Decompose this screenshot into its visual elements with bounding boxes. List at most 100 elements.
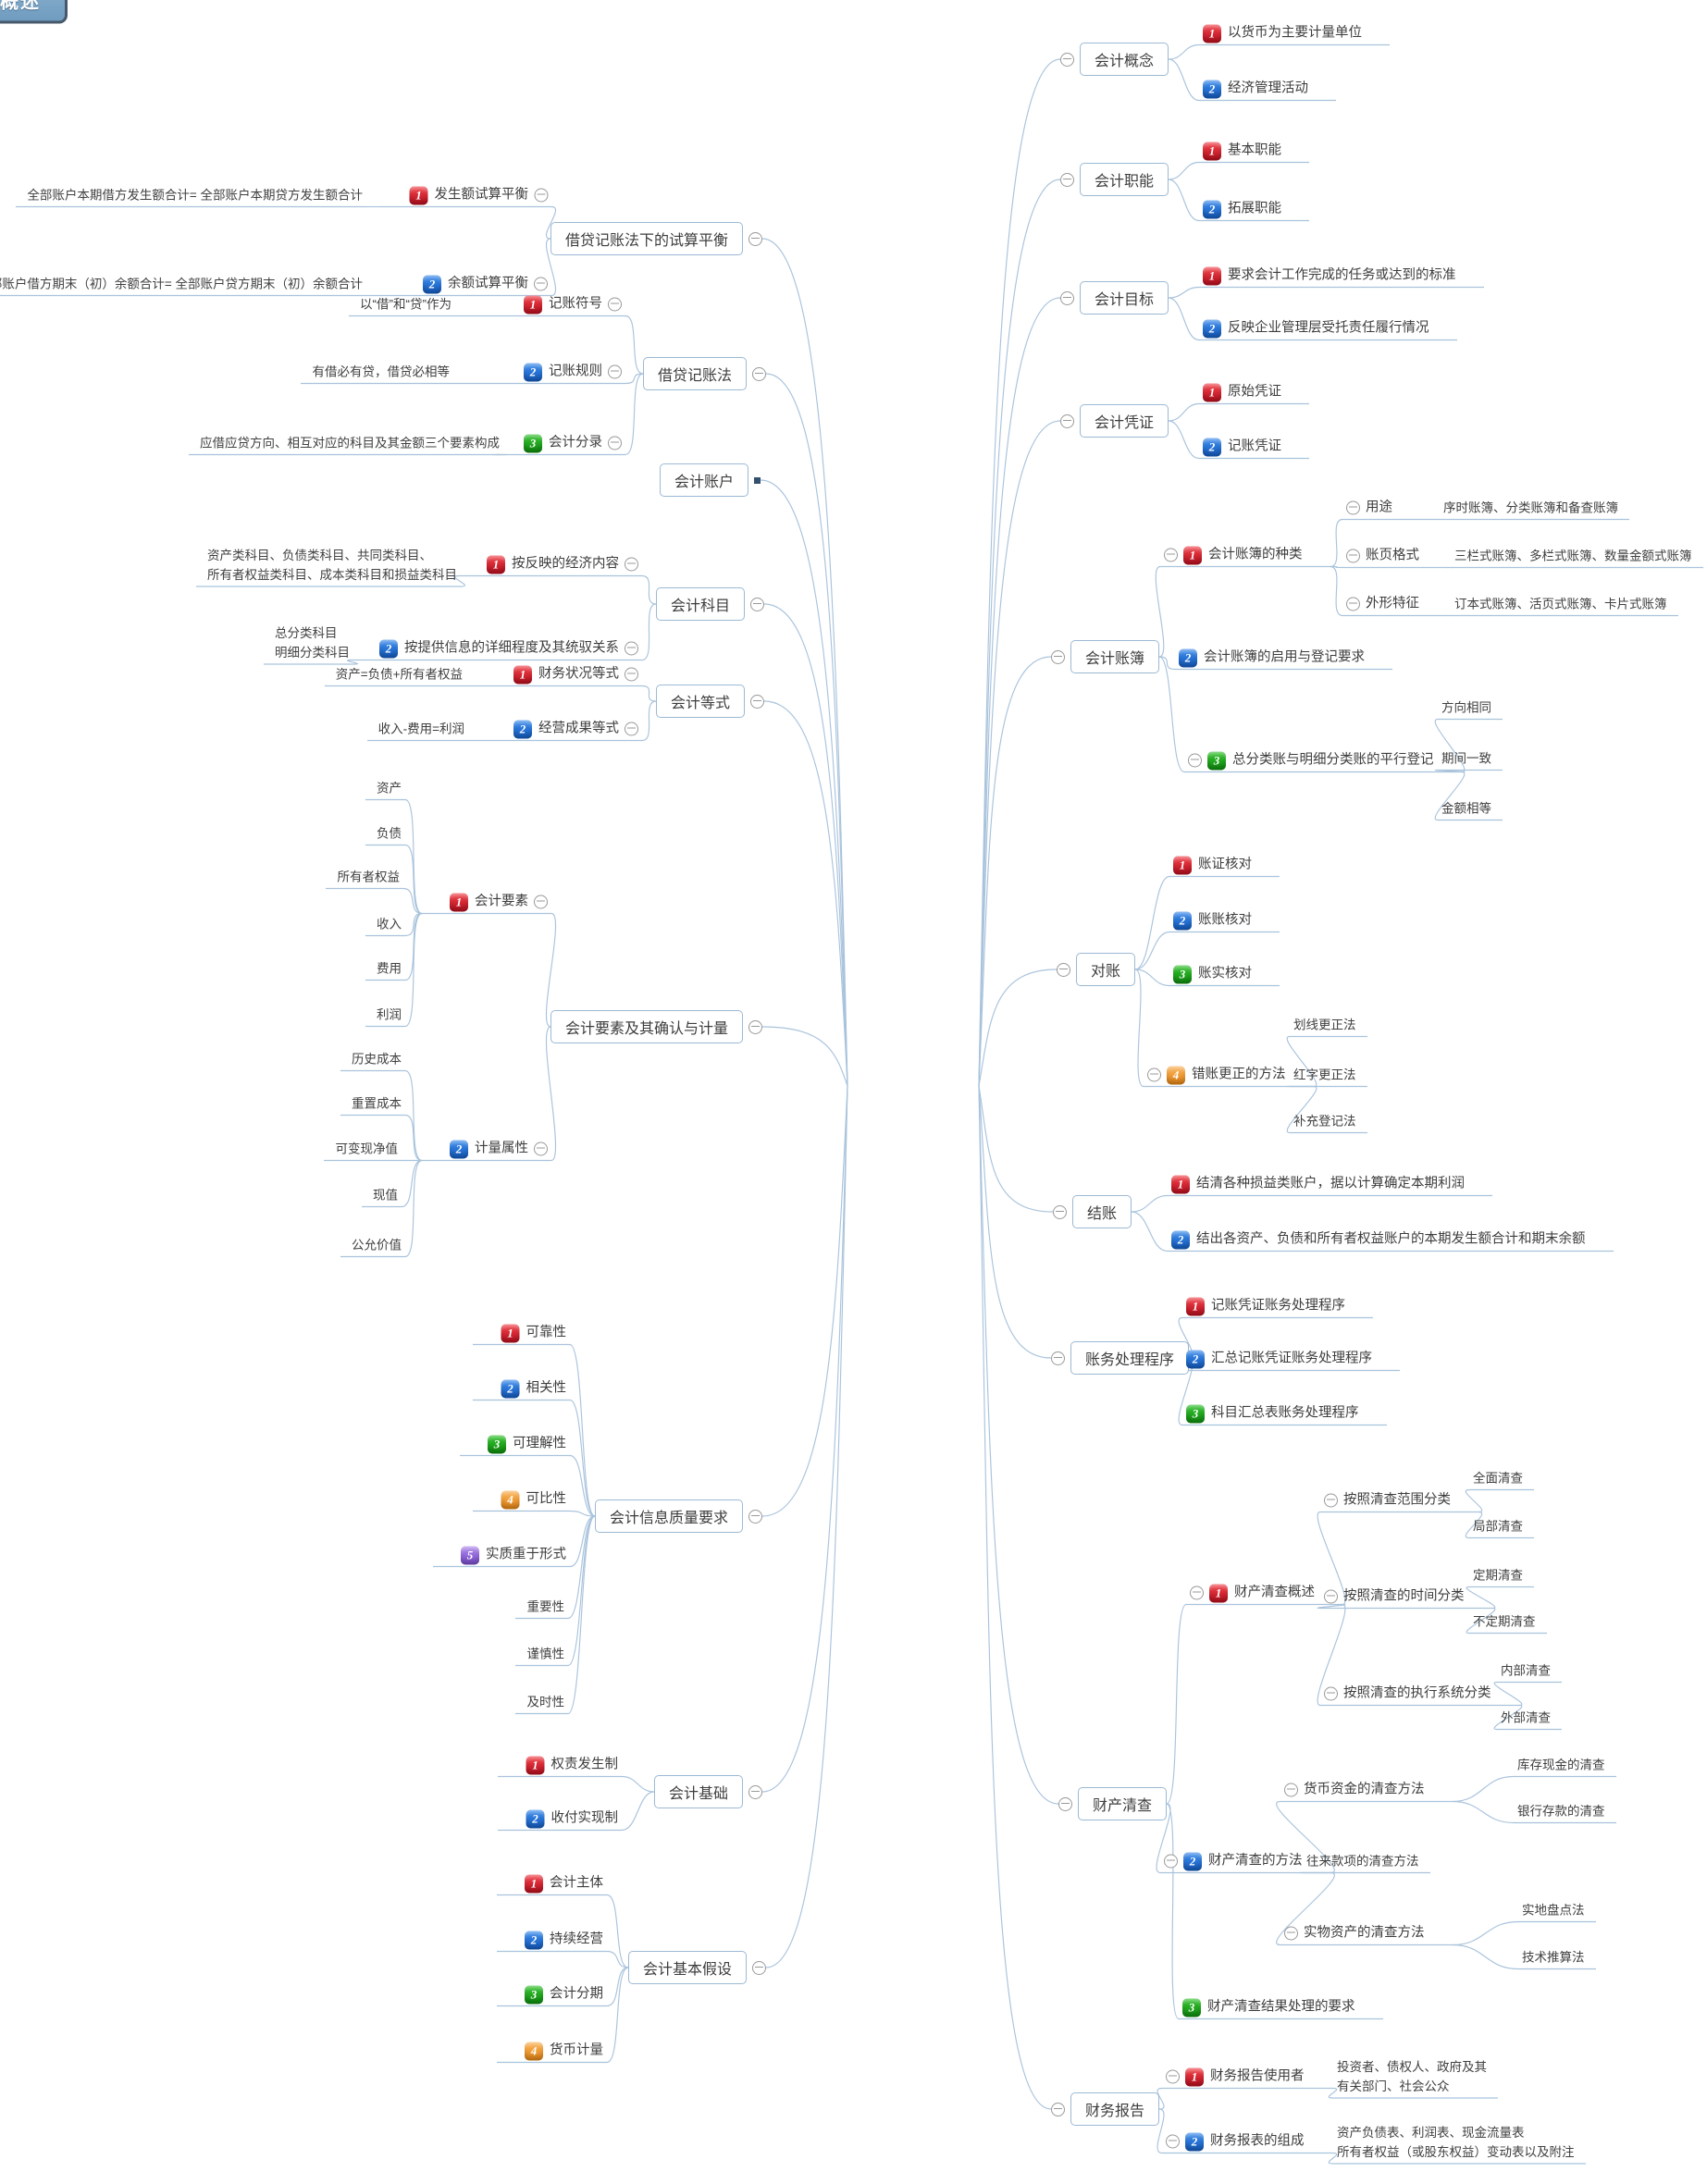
collapse-icon[interactable] (1166, 2134, 1180, 2149)
collapse-icon[interactable] (1324, 1589, 1338, 1604)
leaf-text-node[interactable]: 红字更正法 (1293, 1066, 1356, 1085)
leaf-text-node[interactable]: 资产类科目、负债类科目、共同类科目、 所有者权益类科目、成本类科目和损益类科目 (207, 546, 457, 585)
collapse-icon[interactable] (1324, 1686, 1338, 1701)
item-node[interactable]: 1 以货币为主要计量单位 (1203, 24, 1362, 43)
collapse-icon[interactable] (625, 557, 638, 572)
item-node[interactable]: 2 经营成果等式 (513, 720, 638, 739)
item-node[interactable]: 货币资金的清查方法 (1284, 1781, 1425, 1800)
leaf-text-node[interactable]: 全面清查 (1473, 1469, 1523, 1488)
item-node[interactable]: 3 账实核对 (1173, 965, 1252, 984)
item-node[interactable]: 1 可靠性 (501, 1324, 566, 1343)
item-node[interactable]: 1 财产清查概述 (1190, 1584, 1315, 1603)
leaf-text-node[interactable]: 投资者、债权人、政府及其 有关部门、社会公众 (1337, 2057, 1487, 2096)
collapse-icon[interactable] (1284, 1926, 1298, 1941)
topic-node[interactable]: 会计要素及其确认与计量 (550, 1010, 762, 1043)
collapse-icon[interactable] (1188, 753, 1202, 768)
leaf-text-node[interactable]: 往来款项的清查方法 (1306, 1852, 1419, 1871)
leaf-text-node[interactable]: 全部账户借方期末（初）余额合计= 全部账户贷方期末（初）余额合计 (0, 275, 363, 294)
topic-node[interactable]: 会计基本假设 (627, 1951, 766, 1984)
leaf-text-node[interactable]: 实地盘点法 (1522, 1901, 1585, 1920)
leaf-text-node[interactable]: 局部清查 (1473, 1517, 1523, 1536)
collapse-icon[interactable] (748, 1784, 762, 1799)
collapse-icon[interactable] (750, 597, 764, 611)
topic-node[interactable]: 对账 (1057, 953, 1136, 986)
leaf-text-node[interactable]: 技术推算法 (1522, 1948, 1585, 1968)
leaf-text-node[interactable]: 公允价值 (352, 1236, 402, 1255)
item-node[interactable]: 3 科目汇总表账务处理程序 (1186, 1404, 1359, 1424)
leaf-text-node[interactable]: 费用 (377, 959, 402, 979)
collapse-icon[interactable] (1346, 549, 1360, 563)
leaf-text-node[interactable]: 有借必有贷，借贷必相等 (313, 363, 451, 382)
item-node[interactable]: 1 财务报告使用者 (1166, 2067, 1305, 2087)
topic-node[interactable]: 借贷记账法 (642, 357, 766, 390)
topic-node[interactable]: 会计等式 (655, 685, 764, 718)
leaf-text-node[interactable]: 谨慎性 (527, 1645, 565, 1664)
leaf-text-node[interactable]: 总分类科目 明细分类科目 (275, 623, 350, 662)
topic-node[interactable]: 账务处理程序 (1051, 1341, 1190, 1375)
leaf-text-node[interactable]: 三栏式账簿、多栏式账簿、数量金额式账簿 (1454, 547, 1692, 566)
topic-node[interactable]: 会计目标 (1060, 281, 1169, 315)
collapse-icon[interactable] (625, 641, 638, 656)
leaf-text-node[interactable]: 补充登记法 (1293, 1112, 1356, 1131)
collapse-icon[interactable] (1060, 413, 1074, 428)
collapse-icon[interactable] (1058, 1796, 1072, 1811)
collapse-icon[interactable] (1284, 1783, 1298, 1797)
topic-node[interactable]: 会计凭证 (1060, 404, 1169, 438)
item-node[interactable]: 按照清查的执行系统分类 (1324, 1684, 1491, 1704)
item-node[interactable]: 用途 (1346, 499, 1392, 518)
item-node[interactable]: 1 会计要素 (450, 893, 548, 912)
collapse-icon[interactable] (625, 667, 638, 682)
leaf-text-node[interactable]: 历史成本 (352, 1050, 402, 1069)
item-node[interactable]: 1 账证核对 (1173, 856, 1252, 875)
item-node[interactable]: 1 财务状况等式 (513, 665, 638, 685)
collapse-icon[interactable] (1060, 52, 1074, 67)
topic-node[interactable]: 财产清查 (1058, 1787, 1168, 1820)
leaf-text-node[interactable]: 收入-费用=利润 (378, 720, 464, 739)
collapse-icon[interactable] (1147, 1067, 1161, 1082)
leaf-text-node[interactable]: 可变现净值 (336, 1140, 399, 1159)
leaf-text-node[interactable]: 序时账簿、分类账簿和备查账簿 (1443, 499, 1618, 518)
item-node[interactable]: 2 会计账簿的启用与登记要求 (1179, 648, 1365, 668)
collapse-icon[interactable] (752, 1960, 766, 1975)
collapse-icon[interactable] (748, 1509, 762, 1524)
collapse-icon[interactable] (534, 277, 548, 291)
item-node[interactable]: 4 可比性 (501, 1490, 566, 1510)
item-node[interactable]: 1 按反映的经济内容 (487, 555, 638, 574)
item-node[interactable]: 1 记账凭证账务处理程序 (1186, 1297, 1345, 1316)
item-node[interactable]: 4 货币计量 (525, 2042, 603, 2061)
item-node[interactable]: 1 结清各种损益类账户，据以计算确定本期利润 (1171, 1175, 1465, 1194)
item-node[interactable]: 2 反映企业管理层受托责任履行情况 (1203, 319, 1429, 339)
collapse-icon[interactable] (1324, 1493, 1338, 1508)
item-node[interactable]: 2 相关性 (501, 1379, 566, 1399)
leaf-text-node[interactable]: 重置成本 (352, 1094, 402, 1114)
item-node[interactable]: 3 会计分录 (524, 434, 622, 453)
item-node[interactable]: 2 经济管理活动 (1203, 80, 1308, 99)
topic-node[interactable]: 会计科目 (655, 587, 764, 621)
item-node[interactable]: 1 权责发生制 (526, 1756, 618, 1775)
collapse-icon[interactable] (1346, 597, 1360, 611)
collapse-icon[interactable] (1051, 649, 1065, 664)
topic-node[interactable]: 会计账户 (659, 463, 761, 497)
topic-node[interactable]: 借贷记账法下的试算平衡 (550, 222, 762, 255)
collapse-icon[interactable] (1346, 500, 1360, 515)
item-node[interactable]: 1 会计账簿的种类 (1164, 546, 1303, 565)
leaf-text-node[interactable]: 资产 (377, 779, 402, 798)
item-node[interactable]: 实物资产的清查方法 (1284, 1924, 1425, 1943)
item-node[interactable]: 3 可理解性 (488, 1435, 566, 1454)
leaf-text-node[interactable]: 外部清查 (1501, 1709, 1551, 1728)
item-node[interactable]: 2 计量属性 (450, 1140, 548, 1159)
topic-node[interactable]: 会计账簿 (1051, 640, 1160, 673)
leaf-text-node[interactable]: 以“借”和“贷”作为 (360, 295, 451, 315)
item-node[interactable]: 3 财产清查结果处理的要求 (1182, 1998, 1355, 2017)
leaf-text-node[interactable]: 划线更正法 (1293, 1016, 1356, 1035)
leaf-text-node[interactable]: 资产负债表、利润表、现金流量表 所有者权益（或股东权益）变动表以及附注 (1337, 2123, 1575, 2162)
topic-node[interactable]: 会计职能 (1060, 163, 1169, 196)
item-node[interactable]: 2 账账核对 (1173, 911, 1252, 931)
leaf-text-node[interactable]: 负债 (377, 824, 402, 844)
collapse-icon[interactable] (1164, 1854, 1178, 1869)
leaf-text-node[interactable]: 库存现金的清查 (1517, 1756, 1605, 1775)
collapse-icon[interactable] (750, 694, 764, 709)
leaf-text-node[interactable]: 资产=负债+所有者权益 (336, 665, 463, 685)
item-node[interactable]: 2 余额试算平衡 (423, 275, 548, 294)
topic-node[interactable]: 会计信息质量要求 (594, 1499, 762, 1533)
